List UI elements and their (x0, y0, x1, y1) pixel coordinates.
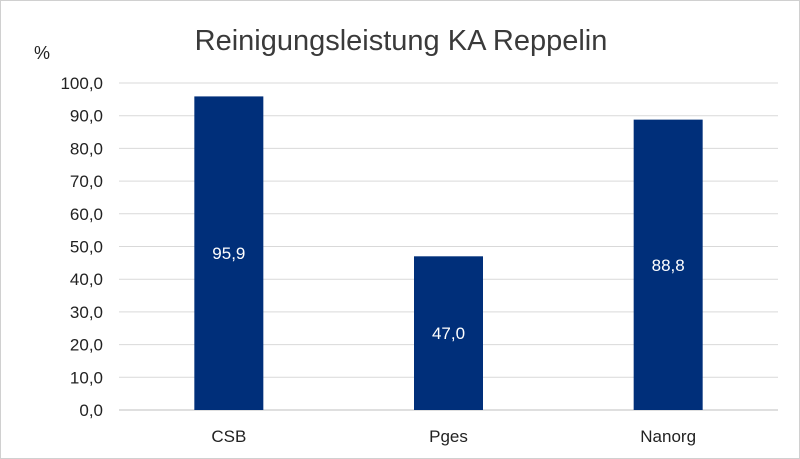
y-axis-label: % (34, 43, 50, 63)
y-tick-label: 20,0 (70, 336, 103, 355)
y-tick-label: 30,0 (70, 303, 103, 322)
data-label-nanorg: 88,8 (652, 256, 685, 275)
bar-nanorg (633, 119, 703, 411)
category-label-pges: Pges (429, 427, 468, 446)
x-axis-categories: CSB Pges Nanorg (211, 427, 696, 446)
y-tick-label: 10,0 (70, 368, 103, 387)
y-tick-label: 60,0 (70, 205, 103, 224)
category-label-csb: CSB (211, 427, 246, 446)
y-tick-label: 80,0 (70, 139, 103, 158)
bar-pges (414, 256, 483, 410)
y-tick-label: 0,0 (79, 401, 103, 420)
y-tick-label: 50,0 (70, 238, 103, 257)
y-tick-label: 70,0 (70, 172, 103, 191)
category-label-nanorg: Nanorg (640, 427, 696, 446)
y-tick-label: 90,0 (70, 107, 103, 126)
y-axis-ticks: 0,0 10,0 20,0 30,0 40,0 50,0 60,0 70,0 80,0 90,0 1… (60, 74, 103, 420)
y-tick-label: 100,0 (60, 74, 103, 93)
data-label-pges: 47,0 (432, 324, 465, 343)
bar-csb (194, 96, 264, 411)
data-label-csb: 95,9 (212, 244, 245, 263)
bars: 95,9 47,0 88,8 (194, 96, 703, 411)
chart-title: Reinigungsleistung KA Reppelin (195, 25, 608, 57)
y-tick-label: 40,0 (70, 270, 103, 289)
